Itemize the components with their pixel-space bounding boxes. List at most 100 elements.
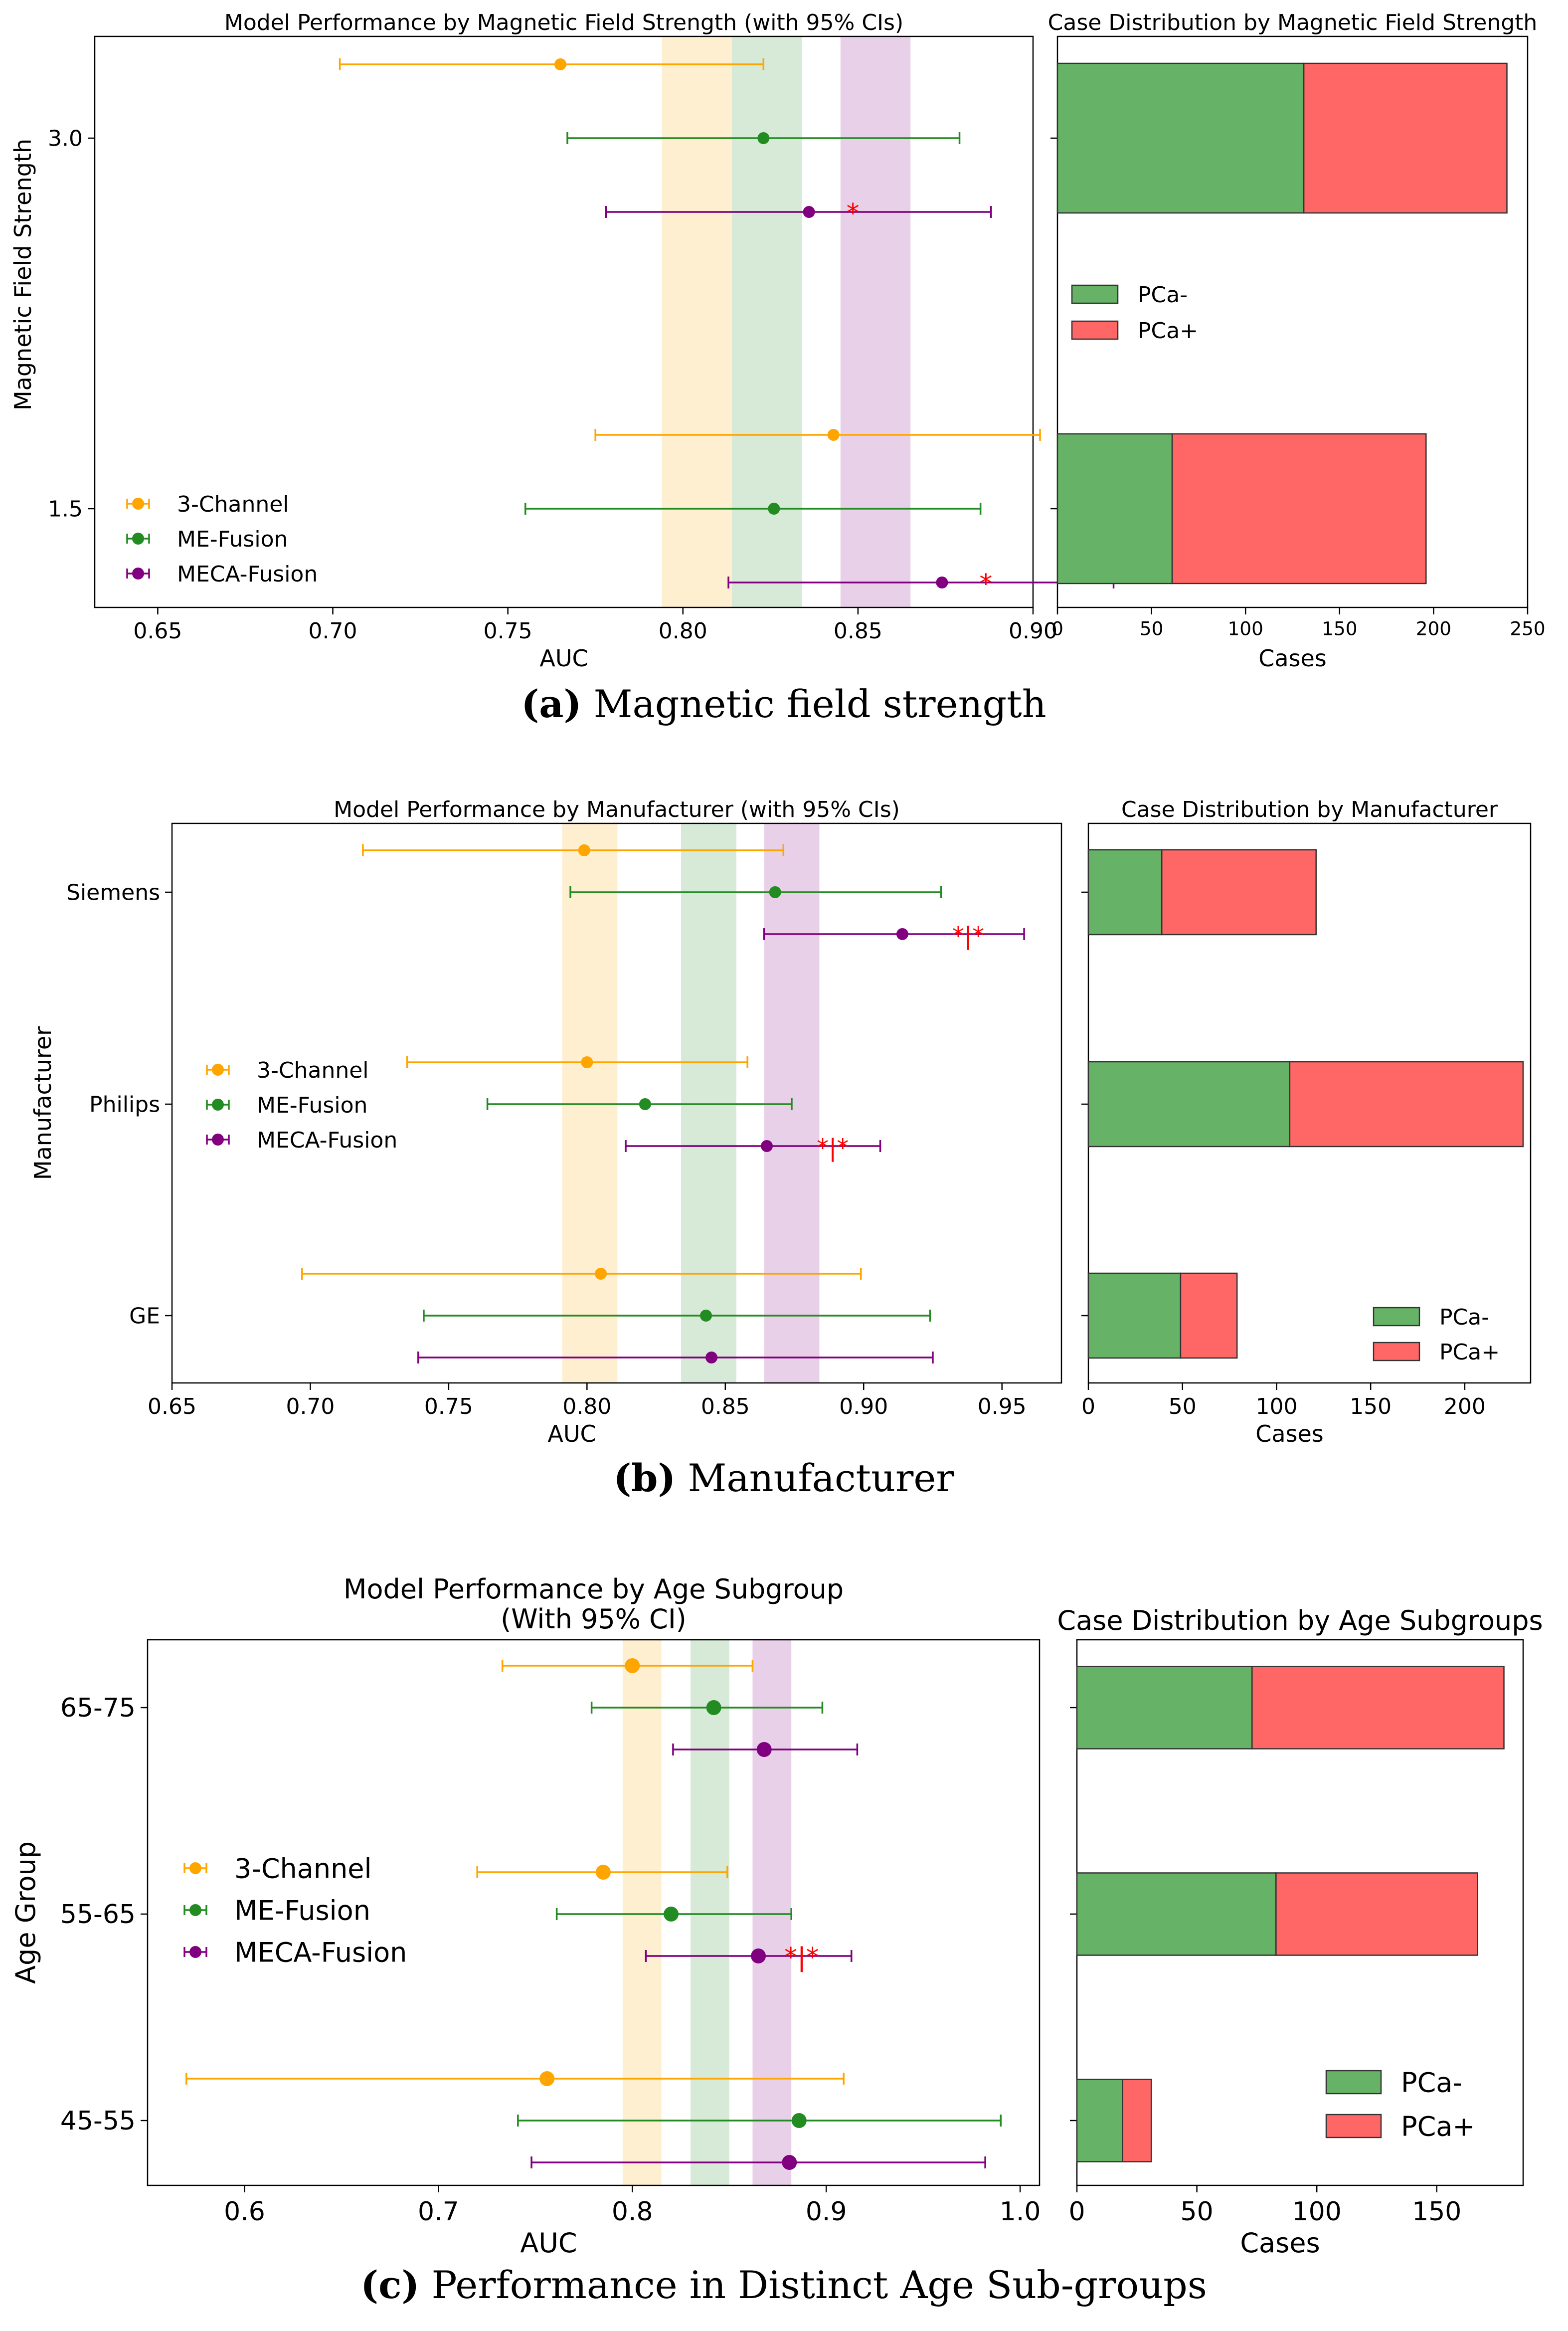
stacked-bar-pca-neg: [1076, 1872, 1277, 1956]
mean-band-three-channel: [562, 823, 618, 1383]
auc-point: [539, 2071, 555, 2086]
legend-label: ME-Fusion: [234, 1895, 370, 1926]
legend-label: ME-Fusion: [257, 1093, 367, 1118]
mean-band-me-fusion: [732, 36, 802, 607]
caption-text: Performance in Distinct Age Sub-groups: [419, 2263, 1207, 2307]
x-tick-label: 0.80: [659, 618, 707, 644]
auc-point: [769, 886, 781, 898]
auc-point: [664, 1907, 679, 1922]
auc-point: [936, 577, 948, 588]
bar-x-axis-label: Cases: [1255, 1420, 1324, 1447]
mean-band-three-channel: [622, 1640, 662, 2185]
auc-point: [757, 132, 770, 144]
legend-marker: [132, 568, 144, 580]
stacked-bar-pca-neg: [1087, 849, 1163, 936]
panel-c: 0.6 0.7 0.8 0.9 1.0 AUC 65-75 55-65 45-55 Age Gro…: [10, 1573, 1543, 2307]
panel-caption: (b) Manufacturer: [613, 1456, 954, 1500]
y-tick-label: 65-75: [60, 1693, 136, 1723]
x-tick-label: 0.75: [424, 1394, 473, 1419]
bar-legend-label: PCa+: [1138, 318, 1198, 344]
panel-caption: (a) Magnetic field strength: [521, 682, 1046, 726]
panel-a: 0.65 0.70 0.75 0.80 0.85 0.90 AUC 3.0 1.5 Magneti…: [9, 10, 1546, 726]
y-axis-label: Magnetic Field Strength: [9, 139, 36, 410]
bar-chart-title: Case Distribution by Age Subgroups: [1057, 1605, 1543, 1636]
x-axis-label: AUC: [547, 1420, 596, 1447]
auc-point: [827, 429, 840, 441]
bar-legend-swatch: [1373, 1342, 1420, 1361]
legend-label: 3-Channel: [257, 1058, 369, 1083]
legend-label: 3-Channel: [234, 1853, 372, 1884]
y-tick-label: GE: [129, 1303, 160, 1329]
bar-chart-title: Case Distribution by Magnetic Field Stre…: [1048, 10, 1538, 35]
bar-legend-label: PCa+: [1401, 2111, 1475, 2142]
bar-x-tick-label: 0: [1051, 617, 1063, 639]
x-tick-label: 0.70: [286, 1394, 335, 1419]
stacked-bar-pca-pos: [1303, 62, 1508, 214]
auc-point: [761, 1140, 773, 1152]
significance-marker: *|*: [817, 1134, 849, 1162]
x-tick-label: 0.7: [418, 2197, 459, 2227]
x-tick-label: 0.75: [484, 618, 532, 644]
auc-point: [699, 1310, 712, 1322]
bar-x-tick-label: 50: [1169, 1394, 1197, 1419]
x-tick-label: 0.85: [701, 1394, 750, 1419]
mean-band-me-fusion: [681, 823, 736, 1383]
bar-legend-label: PCa-: [1439, 1305, 1489, 1330]
caption-label: (c): [360, 2263, 419, 2307]
bar-legend-swatch: [1325, 2070, 1382, 2095]
y-tick-label: Siemens: [66, 880, 160, 905]
x-axis-label: AUC: [539, 645, 588, 672]
bar-x-tick-label: 50: [1181, 2197, 1214, 2227]
auc-point: [706, 1700, 721, 1715]
stacked-bar-pca-neg: [1087, 1061, 1291, 1148]
x-tick-label: 0.8: [612, 2197, 653, 2227]
stacked-bar-pca-pos: [1171, 433, 1427, 584]
bar-legend-label: PCa-: [1401, 2067, 1462, 2098]
legend-label: ME-Fusion: [177, 527, 288, 552]
forest-plot-frame: [147, 1639, 1041, 2186]
forest-plot-frame: [94, 35, 1034, 608]
forest-plot-title: Model Performance by Manufacturer (with …: [334, 797, 900, 822]
bar-legend-swatch: [1071, 284, 1119, 304]
auc-point: [625, 1658, 640, 1673]
x-tick-label: 0.90: [839, 1394, 888, 1419]
caption-label: (a): [521, 682, 581, 726]
significance-marker: *: [979, 569, 992, 599]
stacked-bar-pca-neg: [1087, 1272, 1182, 1359]
panel-caption: (c) Performance in Distinct Age Sub-grou…: [360, 2263, 1207, 2307]
auc-point: [705, 1352, 718, 1363]
forest-plot-title-line: (With 95% CI): [501, 1603, 687, 1635]
bar-legend-swatch: [1071, 320, 1119, 340]
mean-band-meca-fusion: [752, 1640, 792, 2185]
y-axis-label: Age Group: [10, 1841, 41, 1984]
x-tick-label: 0.65: [133, 618, 182, 644]
bar-legend-label: PCa+: [1439, 1340, 1500, 1365]
stacked-bar-pca-pos: [1251, 1666, 1505, 1749]
auc-point: [756, 1742, 772, 1757]
auc-point: [581, 1056, 593, 1068]
auc-point: [803, 206, 815, 218]
mean-band-meca-fusion: [840, 36, 911, 607]
x-tick-label: 0.65: [148, 1394, 196, 1419]
legend-marker: [189, 1946, 201, 1958]
forest-plot-frame: [171, 822, 1062, 1384]
bar-x-tick-label: 100: [1292, 2197, 1342, 2227]
x-axis-label: AUC: [520, 2227, 577, 2259]
legend-label: 3-Channel: [177, 492, 289, 517]
legend-marker: [212, 1134, 224, 1146]
y-tick-label: 1.5: [48, 496, 83, 522]
stacked-bar-pca-pos: [1122, 2079, 1152, 2162]
x-tick-label: 0.70: [309, 618, 357, 644]
bar-x-tick-label: 0: [1081, 1394, 1095, 1419]
legend-label: MECA-Fusion: [257, 1128, 397, 1153]
auc-point: [639, 1098, 651, 1110]
mean-band-me-fusion: [690, 1640, 729, 2185]
bar-x-tick-label: 200: [1444, 1394, 1486, 1419]
y-tick-label: 3.0: [48, 126, 83, 151]
y-axis-label: Manufacturer: [29, 1026, 56, 1180]
stacked-bar-pca-neg: [1056, 433, 1173, 584]
legend-marker: [189, 1904, 201, 1916]
significance-marker: *|*: [952, 922, 984, 950]
bar-x-tick-label: 50: [1140, 617, 1164, 639]
